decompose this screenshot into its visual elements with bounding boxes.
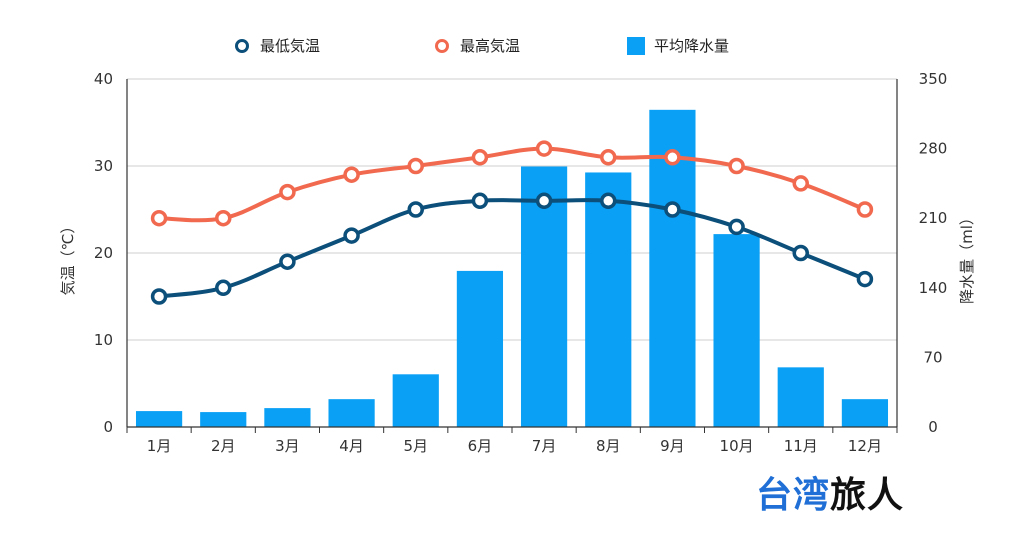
bar xyxy=(713,234,760,427)
y-axis-left-title: 気温（℃） xyxy=(59,219,77,296)
series-line xyxy=(159,146,866,223)
x-tick-label: 12月 xyxy=(848,437,882,455)
legend-label: 最高気温 xyxy=(460,37,520,55)
bar xyxy=(456,270,504,427)
series-point xyxy=(600,149,617,166)
bar xyxy=(777,367,824,427)
legend-marker xyxy=(235,39,249,53)
x-tick-label: 11月 xyxy=(784,437,818,455)
y-left-tick-label: 30 xyxy=(94,157,113,175)
bar xyxy=(392,374,439,427)
series-point xyxy=(407,201,424,218)
y-left-tick-label: 20 xyxy=(94,244,113,262)
axes xyxy=(126,79,898,433)
watermark-black-text: 旅人 xyxy=(830,475,905,516)
tick-labels: 0 10 20 30 40 0 70 140 210 280 350 1月 2月 3月 4月 5月 6月 7月 8月… xyxy=(94,70,947,455)
x-tick-label: 5月 xyxy=(403,437,428,455)
series-point xyxy=(664,149,681,166)
y-left-tick-label: 0 xyxy=(103,418,113,436)
y-left-tick-label: 10 xyxy=(94,331,113,349)
series-point xyxy=(535,192,553,210)
series-point xyxy=(279,183,296,201)
bar xyxy=(841,399,889,427)
series-point xyxy=(215,279,232,297)
x-tick-label: 8月 xyxy=(596,437,621,455)
bar xyxy=(200,412,247,427)
bar-series-precipitation xyxy=(135,109,889,428)
watermark-blue-text: 台湾 xyxy=(756,475,831,516)
series-point xyxy=(728,218,745,236)
y-left-tick-label: 40 xyxy=(94,70,113,88)
x-tick-label: 6月 xyxy=(468,437,493,455)
series-point xyxy=(535,140,553,157)
x-tick-label: 9月 xyxy=(660,437,685,455)
x-tick-label: 10月 xyxy=(720,437,754,455)
series-point xyxy=(856,270,874,288)
x-tick-label: 1月 xyxy=(147,437,172,455)
series-point xyxy=(792,175,809,192)
series-point xyxy=(600,192,617,210)
y-right-tick-label: 280 xyxy=(919,140,948,158)
bar xyxy=(328,399,375,427)
x-tick-label: 3月 xyxy=(275,437,300,455)
y-axis-right-title: 降水量（ml） xyxy=(958,210,976,304)
series-point xyxy=(343,227,360,244)
y-right-tick-label: 0 xyxy=(928,418,938,436)
y-right-tick-label: 70 xyxy=(923,348,942,366)
series-point xyxy=(792,244,809,262)
x-tick-label: 7月 xyxy=(532,437,557,455)
legend-label: 最低気温 xyxy=(260,37,320,55)
y-right-tick-label: 350 xyxy=(919,70,948,88)
legend-marker xyxy=(627,37,645,55)
series-point xyxy=(471,192,489,210)
bar xyxy=(585,172,632,427)
line-series xyxy=(150,140,874,305)
y-right-tick-label: 210 xyxy=(919,209,948,227)
series-point xyxy=(856,201,874,218)
watermark-logo: 台湾旅人 xyxy=(756,466,904,518)
y-right-tick-label: 140 xyxy=(919,279,948,297)
series-point xyxy=(150,288,168,305)
legend-marker xyxy=(435,39,449,53)
x-tick-label: 4月 xyxy=(339,437,364,455)
series-point xyxy=(279,253,296,270)
series-point xyxy=(407,157,424,175)
series-point xyxy=(150,209,168,227)
series-point xyxy=(343,166,360,183)
bar xyxy=(264,408,311,427)
series-point xyxy=(728,157,745,175)
legend: 最低気温 最高気温 平均降水量 xyxy=(235,37,729,55)
legend-label: 平均降水量 xyxy=(654,37,729,55)
series-point xyxy=(664,201,681,218)
series-point xyxy=(215,209,232,227)
bar xyxy=(520,166,568,428)
x-tick-label: 2月 xyxy=(211,437,236,455)
bar xyxy=(135,411,183,427)
series-point xyxy=(471,149,489,166)
